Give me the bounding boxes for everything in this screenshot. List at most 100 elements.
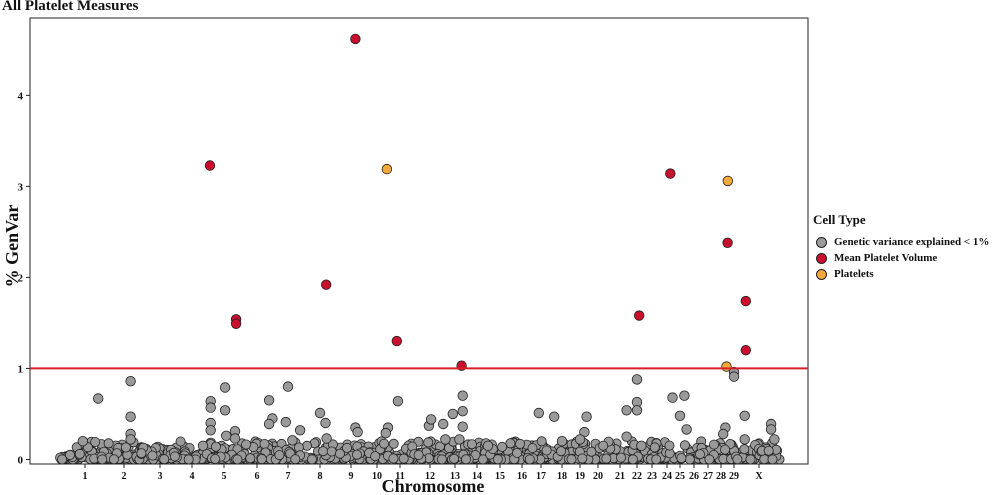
x-tick-label: 10 — [372, 471, 382, 482]
mpv-point — [321, 279, 332, 290]
genvar-point — [220, 430, 232, 442]
x-tick-label: 3 — [158, 471, 163, 482]
background-point — [616, 452, 627, 463]
background-point — [704, 454, 715, 465]
x-tick-label: 20 — [593, 471, 603, 482]
background-point — [649, 442, 660, 453]
background-point — [460, 454, 471, 465]
background-point — [388, 453, 399, 464]
legend-label-mean-platelet-volume: Mean Platelet Volume — [834, 252, 938, 264]
y-tick-label: 4 — [18, 90, 24, 102]
genvar-point — [125, 376, 136, 387]
legend-label-platelets: Platelets — [834, 268, 874, 280]
background-point — [256, 454, 267, 465]
background-point — [515, 438, 526, 449]
genvar-point — [92, 393, 104, 404]
genvar-point — [631, 374, 643, 385]
background-point — [136, 448, 147, 459]
background-point — [318, 446, 329, 457]
y-tick-label: 0 — [18, 454, 24, 466]
background-point — [651, 454, 662, 465]
mpv-point — [740, 345, 752, 356]
mpv-point — [722, 237, 733, 249]
background-point — [175, 436, 186, 447]
genvar-point — [205, 402, 216, 413]
mpv-point — [391, 335, 403, 347]
x-tick-label: 15 — [495, 471, 505, 482]
background-point — [370, 451, 381, 462]
x-tick-label: 12 — [425, 471, 435, 482]
x-tick-label: 13 — [450, 471, 460, 482]
mpv-point — [665, 168, 676, 179]
genvar-point — [392, 396, 404, 407]
background-point — [627, 454, 638, 465]
genvar-point — [739, 410, 750, 422]
x-tick-label: 28 — [716, 471, 726, 482]
genvar-point — [294, 425, 306, 436]
genvar-point — [621, 431, 632, 442]
genvar-point — [438, 418, 449, 430]
genvar-point — [380, 427, 392, 439]
background-point — [274, 450, 285, 461]
background-point — [679, 440, 690, 451]
background-point — [676, 453, 687, 464]
genvar-point — [769, 434, 780, 445]
genvar-point — [447, 408, 459, 420]
genvar-point — [581, 411, 592, 422]
background-point — [398, 453, 409, 464]
x-tick-label: 16 — [517, 471, 527, 482]
genvar-point — [667, 392, 678, 403]
mpv-point — [740, 295, 752, 307]
genvar-point — [718, 428, 729, 440]
background-point — [732, 454, 743, 465]
background-point — [241, 439, 252, 450]
background-point — [477, 454, 488, 465]
background-point — [301, 440, 312, 451]
genvar-point — [352, 426, 363, 438]
background-point — [159, 454, 170, 465]
x-tick-label: 14 — [472, 471, 482, 482]
legend-swatch-mean-platelet-volume — [816, 252, 827, 264]
x-axis-ticks: 1 2 3 4 5 6 7 8 9 10 11 12 13 14 15 16 17 18 19 20 21 22 23 24 2… — [83, 464, 763, 482]
background-point — [388, 438, 399, 449]
background-point — [334, 448, 345, 459]
genvar-point — [556, 436, 568, 447]
x-tick-label: 26 — [689, 471, 699, 482]
x-tick-label: 25 — [675, 471, 685, 482]
background-point — [566, 454, 577, 465]
x-tick-label: 2 — [122, 471, 127, 482]
mpv-point — [230, 318, 242, 330]
genvar-point — [219, 382, 231, 393]
background-point — [245, 453, 256, 464]
background-point — [492, 454, 503, 465]
genvar-point — [674, 410, 686, 422]
background-point — [684, 454, 695, 465]
genvar-point — [320, 417, 331, 429]
y-axis-label: % GenVar — [2, 205, 22, 288]
plot-frame — [29, 17, 809, 465]
background-point — [147, 450, 158, 461]
y-axis-ticks: 0 1 2 3 4 — [18, 90, 30, 466]
genvar-point — [197, 440, 209, 452]
x-tick-label: 1 — [83, 471, 88, 482]
background-point — [709, 439, 720, 450]
genvar-point — [631, 405, 643, 416]
background-point — [90, 436, 101, 447]
background-point — [466, 439, 477, 450]
background-point — [413, 449, 424, 460]
background-point — [527, 443, 538, 454]
x-axis-label: Chromosome — [382, 476, 485, 495]
genvar-point — [229, 433, 241, 444]
legend-item-genetic-variance: Genetic variance explained < 1% — [813, 234, 989, 250]
genvar-point — [263, 395, 275, 406]
x-tick-label: 8 — [318, 471, 323, 482]
x-tick-label: 23 — [647, 471, 657, 482]
x-tick-label: 9 — [349, 471, 354, 482]
background-point — [210, 453, 221, 464]
background-point — [695, 449, 706, 460]
x-tick-label: 27 — [703, 471, 713, 482]
genvar-point — [533, 407, 545, 419]
genvar-point — [219, 405, 231, 416]
legend-swatch-genetic-variance — [816, 236, 827, 248]
genvar-point — [621, 405, 632, 416]
